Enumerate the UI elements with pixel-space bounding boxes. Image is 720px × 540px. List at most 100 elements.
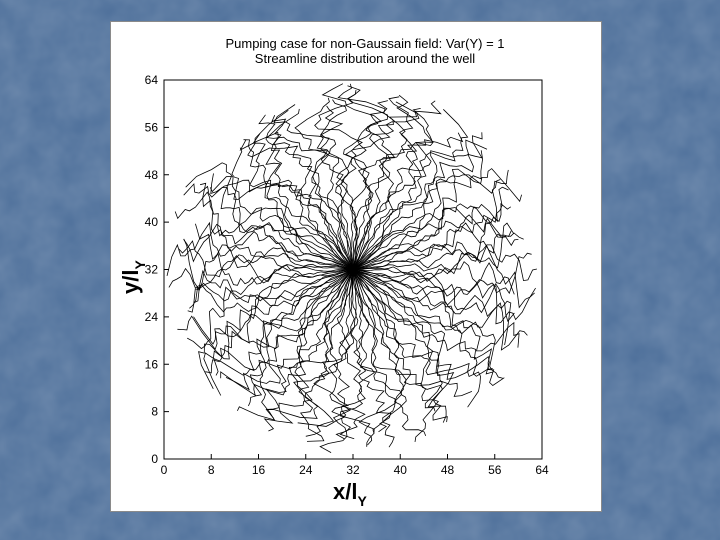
streamline xyxy=(353,109,469,269)
x-tick-label: 32 xyxy=(346,463,360,477)
y-axis-ticks: 0 8 16 24 32 40 48 56 64 xyxy=(145,73,169,466)
streamline xyxy=(353,132,464,269)
streamline xyxy=(353,108,434,269)
streamline xyxy=(210,173,353,270)
streamline xyxy=(354,244,536,309)
x-tick-label: 8 xyxy=(208,463,215,477)
streamline xyxy=(353,269,493,377)
y-tick-label: 0 xyxy=(151,452,158,466)
streamline xyxy=(353,270,407,434)
streamline xyxy=(237,270,353,421)
streamline xyxy=(193,269,353,345)
streamline xyxy=(353,169,509,270)
streamline xyxy=(220,270,353,397)
streamline xyxy=(187,269,353,350)
streamline xyxy=(353,269,528,351)
streamline xyxy=(353,214,512,270)
streamline-chart: Pumping case for non-Gaussain field: Var… xyxy=(118,36,549,509)
streamline xyxy=(247,109,353,269)
x-tick-label: 56 xyxy=(488,463,502,477)
streamline xyxy=(225,270,353,391)
streamline xyxy=(353,270,427,437)
streamline xyxy=(353,269,503,379)
y-tick-label: 40 xyxy=(145,215,159,229)
pumping-well-marker xyxy=(348,264,358,275)
streamline xyxy=(294,97,354,269)
streamline xyxy=(266,108,353,269)
streamline xyxy=(200,182,353,270)
streamline xyxy=(314,85,363,269)
x-tick-label: 24 xyxy=(299,463,313,477)
streamline xyxy=(353,222,515,270)
streamline xyxy=(335,270,366,440)
streamline xyxy=(203,270,353,396)
streamline xyxy=(354,232,524,270)
streamline xyxy=(353,269,512,346)
y-axis-label-sub: Y xyxy=(132,260,148,270)
streamline xyxy=(353,270,473,397)
streamline xyxy=(352,270,392,433)
streamline xyxy=(273,104,353,269)
y-axis-label-main: y/l xyxy=(118,270,143,294)
y-tick-label: 32 xyxy=(145,263,159,277)
y-axis-label: y/lY xyxy=(118,260,148,294)
streamline xyxy=(353,270,455,423)
streamline xyxy=(353,202,512,270)
streamline xyxy=(352,100,396,269)
streamline xyxy=(183,223,352,270)
streamline xyxy=(248,270,353,407)
streamline xyxy=(353,150,483,269)
streamline xyxy=(316,105,354,269)
streamline xyxy=(353,269,515,323)
x-tick-label: 16 xyxy=(252,463,266,477)
streamline-group xyxy=(166,83,537,453)
streamline xyxy=(189,269,352,313)
x-tick-label: 64 xyxy=(535,463,549,477)
streamline xyxy=(353,269,520,352)
streamline xyxy=(320,99,354,269)
streamline xyxy=(354,252,532,299)
x-tick-label: 40 xyxy=(394,463,408,477)
streamline xyxy=(353,96,414,269)
streamline xyxy=(166,221,352,276)
chart-subtitle: Streamline distribution around the well xyxy=(255,51,476,66)
streamline xyxy=(243,139,353,269)
streamline xyxy=(193,252,352,304)
streamline xyxy=(205,269,353,374)
streamline xyxy=(354,262,515,297)
x-axis-ticks: 0 8 16 24 32 40 48 56 64 xyxy=(161,454,549,477)
streamline xyxy=(265,270,353,419)
streamline xyxy=(353,132,484,270)
y-tick-label: 24 xyxy=(145,310,159,324)
streamline xyxy=(321,83,382,269)
streamline xyxy=(293,270,353,442)
streamline xyxy=(231,147,353,270)
streamline xyxy=(213,269,353,376)
streamline xyxy=(239,131,353,269)
streamline xyxy=(263,270,353,432)
streamline xyxy=(353,270,481,408)
chart-title: Pumping case for non-Gaussain field: Var… xyxy=(225,36,504,51)
streamline xyxy=(352,101,420,269)
streamline xyxy=(185,162,353,270)
streamline xyxy=(352,270,402,448)
streamline xyxy=(333,270,366,440)
streamline xyxy=(354,269,535,325)
streamline xyxy=(353,186,509,270)
streamline xyxy=(248,133,353,269)
y-tick-label: 48 xyxy=(145,168,159,182)
streamline xyxy=(343,89,388,269)
x-tick-label: 48 xyxy=(441,463,455,477)
figure-panel: Pumping case for non-Gaussain field: Var… xyxy=(110,21,602,512)
streamline xyxy=(353,270,493,380)
streamline xyxy=(353,139,488,269)
y-tick-label: 16 xyxy=(145,357,159,371)
x-tick-label: 0 xyxy=(161,463,168,477)
streamline xyxy=(178,240,352,278)
x-axis-label-main: x/l xyxy=(333,479,357,504)
streamline xyxy=(187,269,352,313)
streamline xyxy=(353,179,501,270)
streamline xyxy=(209,175,353,270)
y-tick-label: 8 xyxy=(151,405,158,419)
streamline xyxy=(297,270,354,427)
